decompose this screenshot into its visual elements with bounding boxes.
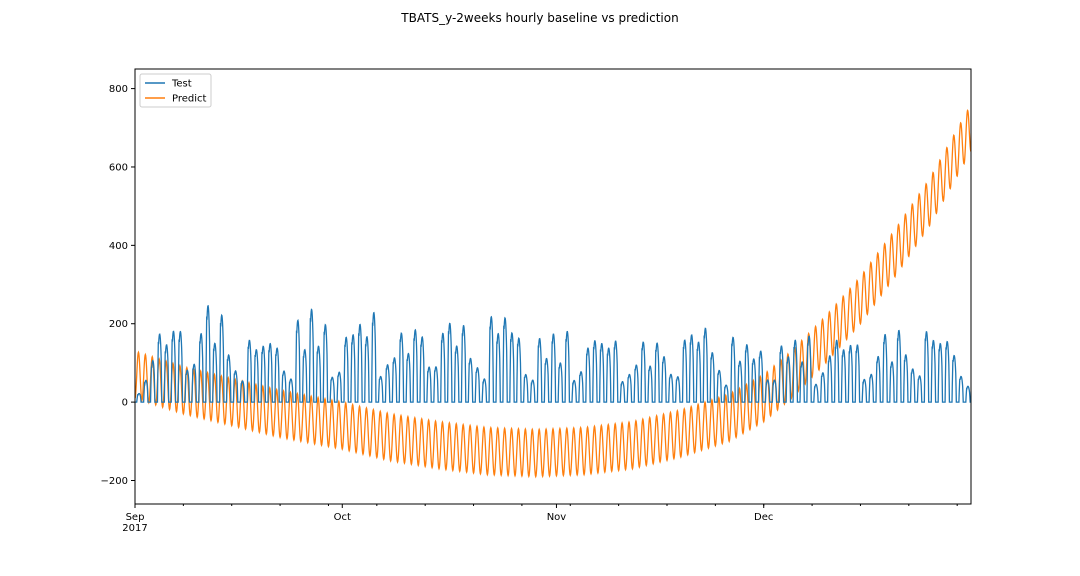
x-tick-label: Oct	[334, 512, 351, 523]
x-tick-label: Dec	[754, 512, 773, 523]
series-predict-line	[134, 109, 972, 479]
plot-frame	[134, 68, 972, 505]
legend-label-predict: Predict	[172, 94, 207, 105]
x-tick-sublabel: 2017	[122, 523, 147, 534]
legend-label-test: Test	[171, 79, 192, 90]
y-tick-label: 800	[109, 84, 128, 95]
y-axis: −200 0 200 400 600 800	[101, 84, 135, 487]
y-tick-label: −200	[101, 476, 128, 487]
x-tick-label: Sep	[126, 512, 145, 523]
y-tick-label: 400	[109, 241, 128, 252]
x-tick-label: Nov	[547, 512, 567, 523]
series-test-line	[135, 304, 971, 403]
series-layer	[134, 109, 972, 479]
legend: Test Predict	[139, 73, 212, 108]
chart-title: TBATS_y-2weeks hourly baseline vs predic…	[400, 11, 678, 25]
y-tick-label: 600	[109, 162, 128, 173]
y-tick-label: 200	[109, 319, 128, 330]
y-tick-label: 0	[122, 398, 128, 409]
